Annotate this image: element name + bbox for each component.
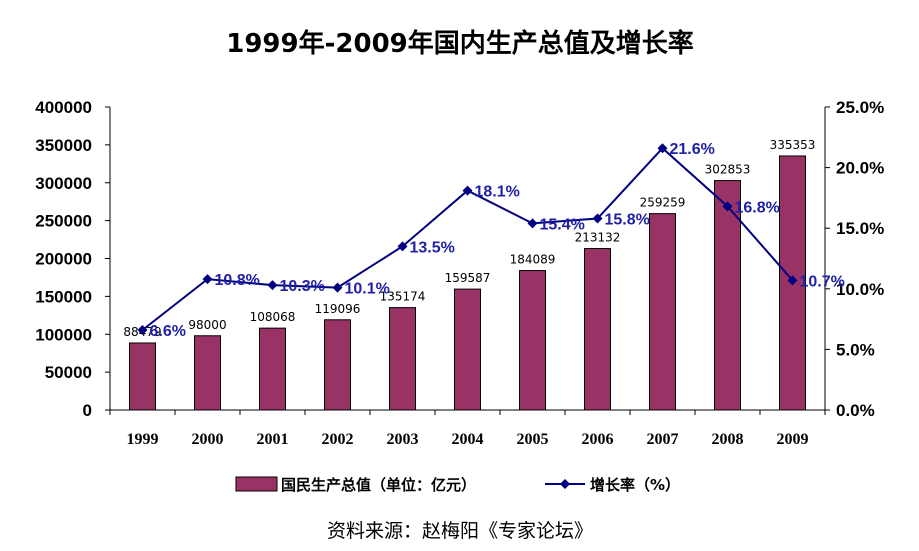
growth-rate-data-label: 10.7% [800,273,845,290]
bar [519,270,546,411]
growth-rate-marker [397,241,408,252]
growth-rate-marker [787,275,798,286]
legend-bar-label: 国民生产总值（单位：亿元） [281,476,476,494]
growth-rate-data-label: 18.1% [475,184,520,201]
x-tick-label: 2005 [517,431,549,448]
growth-rate-marker [202,274,213,285]
bar-data-label: 98000 [188,318,226,332]
bar [389,307,416,411]
y-left-tick-label: 200000 [35,250,92,269]
bar [259,327,286,411]
legend-line-marker [560,479,570,489]
growth-rate-marker [527,218,538,229]
source-note: 资料来源：赵梅阳《专家论坛》 [327,520,593,542]
bar [129,342,156,411]
y-left-tick-label: 400000 [35,98,92,117]
bar [454,288,481,411]
growth-rate-data-label: 10.3% [280,278,325,295]
x-tick-label: 2008 [712,431,744,448]
bar-data-label: 108068 [250,310,296,324]
growth-rate-marker [137,325,148,336]
x-tick-label: 2004 [452,431,484,448]
y-right-tick-label: 25.0% [836,98,884,117]
x-tick-label: 2006 [582,431,614,448]
growth-rate-data-label: 15.4% [540,216,585,233]
growth-rate-data-label: 21.6% [670,141,715,158]
y-right-tick-label: 5.0% [836,340,875,359]
bar [584,248,611,411]
x-tick-label: 2000 [192,431,224,448]
y-left-tick-label: 50000 [45,363,92,382]
y-right-tick-label: 15.0% [836,219,884,238]
growth-rate-data-label: 16.8% [735,199,780,216]
bar [714,180,741,411]
bar-data-label: 302853 [705,163,751,177]
bar-data-label: 159587 [445,271,491,285]
plot-area: 0 50000 100000 150000 200000 250000 300000 3500… [35,98,884,448]
growth-rate-marker [462,185,473,196]
growth-rate-data-label: 10.1% [345,281,390,298]
growth-rate-marker [657,143,668,154]
y-left-tick-label: 0 [83,401,92,420]
x-tick-label: 2001 [257,431,289,448]
growth-rate-data-label: 13.5% [410,239,455,256]
bar-data-label: 259259 [640,196,686,210]
y-left-tick-label: 100000 [35,325,92,344]
x-tick-label: 2002 [322,431,354,448]
growth-rate-marker [267,280,278,291]
bar [324,319,351,411]
y-left-tick-label: 250000 [35,212,92,231]
growth-rate-marker [592,213,603,224]
legend-line-label: 增长率（%） [590,476,680,494]
x-tick-label: 2009 [777,431,809,448]
growth-rate-marker [332,282,343,293]
bar [649,213,676,411]
bar-data-label: 184089 [510,253,556,267]
y-right-tick-label: 0.0% [836,401,875,420]
x-tick-label: 2007 [647,431,679,448]
y-left-tick-label: 300000 [35,174,92,193]
bar-data-label: 335353 [770,138,816,152]
chart-title: 1999年-2009年国内生产总值及增长率 [226,28,694,59]
growth-rate-marker [722,201,733,212]
x-tick-label: 2003 [387,431,419,448]
y-left-tick-label: 350000 [35,136,92,155]
growth-rate-data-label: 15.8% [605,212,650,229]
legend-bar-swatch [235,476,278,492]
y-right-tick-label: 10.0% [836,280,884,299]
bar-data-label: 213132 [575,231,621,245]
legend: 国民生产总值（单位：亿元） 增长率（%） [235,476,680,494]
x-tick-label: 1999 [127,431,159,448]
bar [194,335,221,411]
bar-data-label: 119096 [315,302,361,316]
y-left-tick-label: 150000 [35,287,92,306]
bar-data-label: 135174 [380,290,426,304]
growth-rate-data-label: 10.8% [215,272,260,289]
growth-rate-data-label: 6.6% [150,323,186,340]
y-right-tick-label: 20.0% [836,159,884,178]
